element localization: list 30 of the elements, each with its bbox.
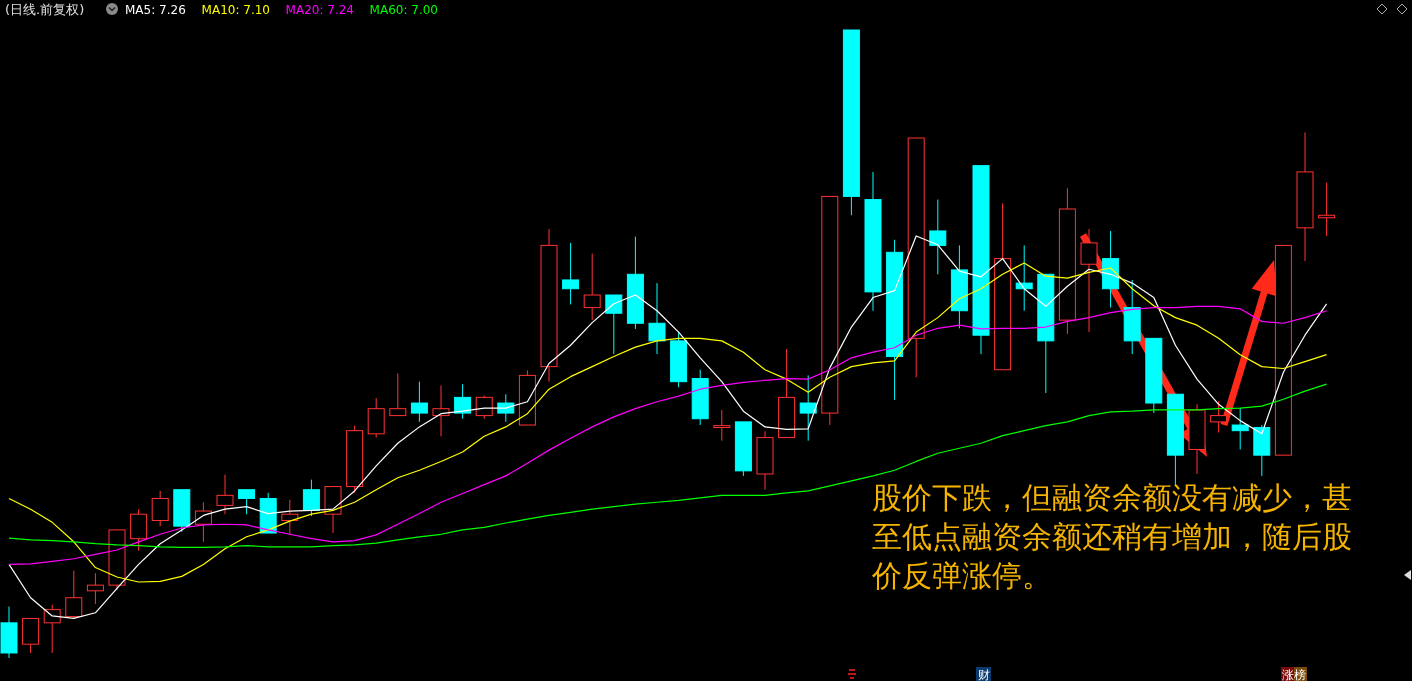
candlestick [302,479,320,517]
candlestick [1210,400,1228,434]
candlestick [151,490,169,527]
annotation: 股价下跌，但融资余额没有减少，甚至低点融资余额还稍有增加，随后股价反弹涨停。 [871,480,1352,593]
candlestick [1080,228,1098,333]
candlestick [389,373,407,417]
candlestick [194,501,212,543]
chart-title: (日线.前复权) [5,2,85,17]
text: MA10: 7.10 [201,3,271,17]
text: 涨榜 [1282,668,1306,681]
candlestick [562,242,580,305]
candlestick [86,572,104,605]
candlestick [799,374,817,442]
candlestick [432,384,450,437]
candlestick [583,253,601,321]
candlestick [1015,244,1033,312]
candlestick [216,474,234,515]
candlestick [410,381,428,423]
candlestick [454,383,472,420]
candlestick [238,489,256,515]
text: MA20: 7.24 [285,3,355,17]
candlestick [1231,407,1249,450]
text: MA60: 7.00 [369,3,439,17]
candlestick [713,409,731,442]
candlestick [65,570,83,619]
candlestick [929,199,947,275]
text: 财 [977,668,990,681]
candlestick [648,282,666,355]
candlestick [605,294,623,355]
text: MA5: 7.26 [125,3,186,17]
